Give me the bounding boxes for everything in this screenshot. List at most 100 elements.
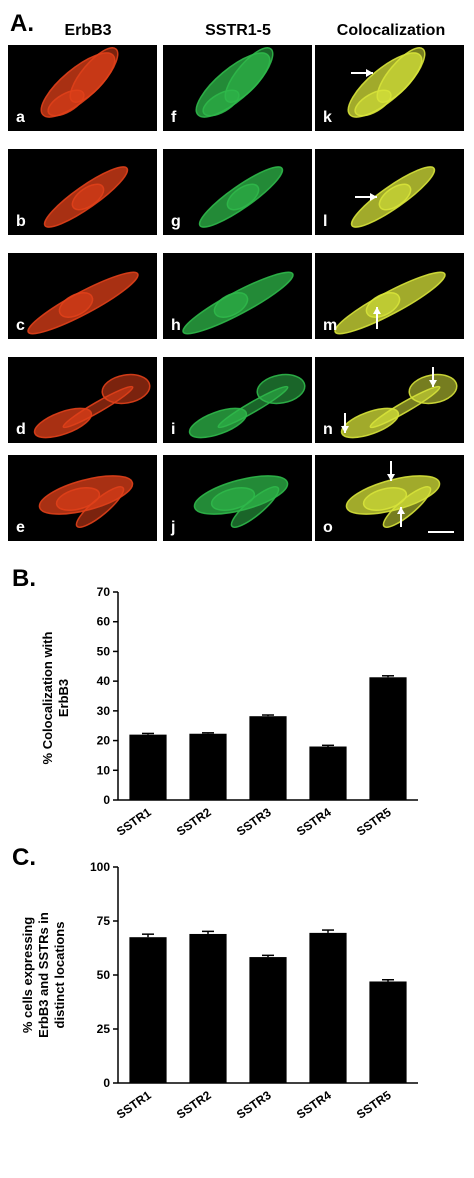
micrograph-m: m xyxy=(315,253,464,339)
cell-image xyxy=(43,166,129,228)
bar-sstr2 xyxy=(189,733,227,800)
micrograph-o: o xyxy=(315,455,464,541)
micrograph-letter: o xyxy=(323,519,333,536)
cell-body xyxy=(210,487,256,511)
micrograph-k: k xyxy=(315,45,464,131)
micrograph-n: n xyxy=(315,357,464,443)
cell-body xyxy=(71,183,105,211)
micrograph-letter: c xyxy=(16,317,25,334)
y-tick-label: 25 xyxy=(97,1022,111,1036)
cell-body xyxy=(354,89,392,117)
x-tick-label: SSTR4 xyxy=(294,805,334,839)
micrograph-j: j xyxy=(163,455,312,541)
cell-body xyxy=(202,89,240,117)
arrow-head-icon xyxy=(341,426,349,433)
cell-image xyxy=(195,47,274,118)
x-tick-label: SSTR5 xyxy=(354,805,394,839)
cell-body xyxy=(213,292,249,318)
cell-image xyxy=(198,166,284,228)
micrograph-c: c xyxy=(8,253,157,339)
cell-body xyxy=(75,486,125,528)
cell-body xyxy=(55,487,101,511)
x-tick-label: SSTR2 xyxy=(174,1088,214,1122)
bar-sstr2 xyxy=(189,933,227,1083)
micrograph-letter: h xyxy=(171,317,181,334)
x-tick-label: SSTR1 xyxy=(114,1088,154,1122)
cell-image xyxy=(334,271,446,335)
panel-c-label: C. xyxy=(12,844,36,871)
x-tick-label: SSTR3 xyxy=(234,1088,274,1122)
bar-sstr3 xyxy=(249,716,287,800)
micrograph-d: d xyxy=(8,357,157,443)
bar-sstr3 xyxy=(249,957,287,1083)
column-title-sstr: SSTR1-5 xyxy=(205,22,271,39)
y-tick-label: 60 xyxy=(97,615,111,629)
cell-body xyxy=(362,487,408,511)
micrograph-letter: d xyxy=(16,421,26,438)
y-tick-label: 70 xyxy=(97,585,111,599)
micrograph-letter: f xyxy=(171,109,177,126)
x-tick-label: SSTR1 xyxy=(114,805,154,839)
micrograph-letter: j xyxy=(171,519,176,536)
cell-body xyxy=(226,183,260,211)
bar-sstr5 xyxy=(369,981,407,1083)
cell-body xyxy=(47,89,85,117)
panel-b-label: B. xyxy=(12,565,36,592)
micrograph-letter: b xyxy=(16,213,26,230)
cell-body xyxy=(369,385,441,429)
arrow-head-icon xyxy=(366,69,373,77)
cell-image xyxy=(340,367,458,439)
cell-body xyxy=(58,292,94,318)
cell-body xyxy=(382,486,432,528)
column-title-erbb3: ErbB3 xyxy=(64,22,112,39)
x-tick-label: SSTR5 xyxy=(354,1088,394,1122)
y-tick-label: 100 xyxy=(90,860,110,874)
cell-image xyxy=(347,47,426,118)
cell-image xyxy=(182,271,294,335)
arrow-head-icon xyxy=(387,474,395,481)
y-axis-label: distinct locations xyxy=(52,922,67,1029)
cell-body xyxy=(217,385,289,429)
micrograph-i: i xyxy=(163,357,312,443)
y-tick-label: 0 xyxy=(103,1076,110,1090)
cell-body xyxy=(62,385,134,429)
y-tick-label: 75 xyxy=(97,914,111,928)
micrograph-letter: k xyxy=(323,109,332,126)
y-tick-label: 0 xyxy=(103,793,110,807)
micrograph-f: f xyxy=(163,45,312,131)
x-tick-label: SSTR3 xyxy=(234,805,274,839)
distinct-locations-bar-chart: 0 25 50 75 100 % cells expressing ErbB3 and SS… xyxy=(20,860,418,1122)
cell-image xyxy=(193,475,289,528)
micrograph-letter: l xyxy=(323,213,328,230)
y-tick-label: 40 xyxy=(97,674,111,688)
bar-sstr4 xyxy=(309,746,347,800)
micrograph-letter: n xyxy=(323,421,333,438)
cell-body xyxy=(378,183,412,211)
micrograph-letter: m xyxy=(323,317,338,334)
y-tick-label: 30 xyxy=(97,704,111,718)
arrow-head-icon xyxy=(429,380,437,387)
bar-sstr5 xyxy=(369,677,407,800)
cell-image xyxy=(40,47,119,118)
micrograph-h: h xyxy=(163,253,312,339)
x-tick-label: SSTR4 xyxy=(294,1088,334,1122)
y-tick-label: 50 xyxy=(97,968,111,982)
cell-image xyxy=(33,373,151,439)
micrograph-letter: i xyxy=(171,421,176,438)
bar-sstr4 xyxy=(309,932,347,1083)
cell-image xyxy=(350,166,436,228)
micrograph-letter: e xyxy=(16,519,25,536)
cell-image xyxy=(345,461,441,528)
micrograph-a: a xyxy=(8,45,157,131)
x-tick-label: SSTR2 xyxy=(174,805,214,839)
arrow-head-icon xyxy=(373,307,381,314)
micrograph-letter: a xyxy=(16,109,25,126)
arrow-head-icon xyxy=(397,507,405,514)
y-tick-label: 10 xyxy=(97,763,111,777)
y-axis-label: % Colocalization with xyxy=(40,631,55,764)
y-tick-label: 50 xyxy=(97,644,111,658)
arrow-head-icon xyxy=(370,193,377,201)
cell-image xyxy=(38,475,134,528)
y-axis-label: % cells expressing xyxy=(20,917,35,1033)
scale-bar xyxy=(428,531,454,533)
